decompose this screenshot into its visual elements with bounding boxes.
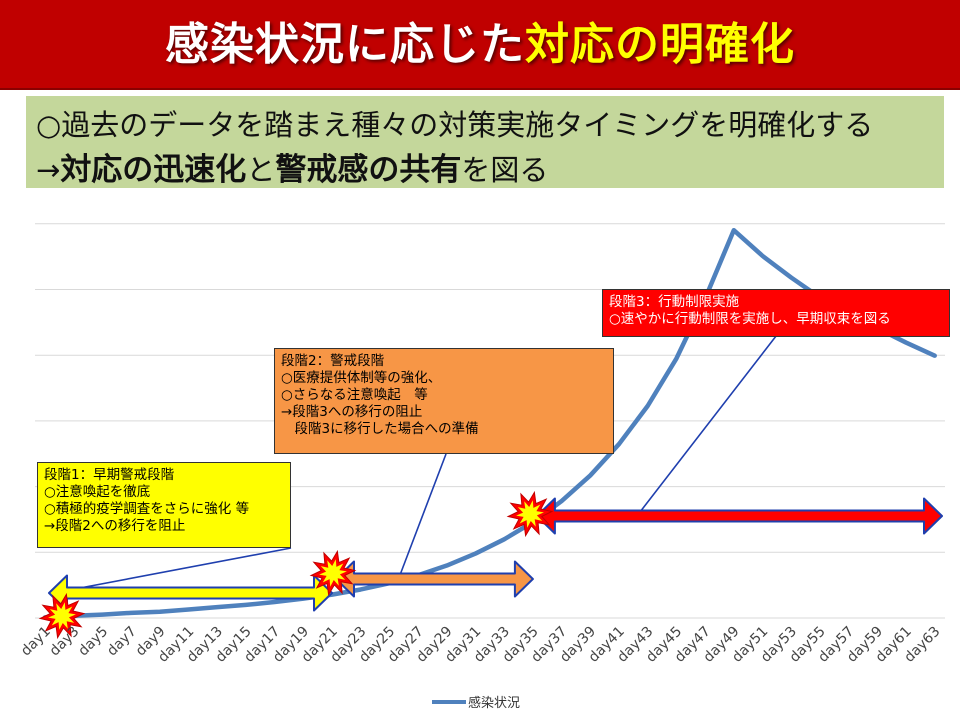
connector-line (79, 547, 292, 589)
summary-line2: →対応の迅速化と警戒感の共有を図る (36, 144, 548, 189)
series-line (42, 227, 937, 620)
burst-core-icon (516, 500, 544, 528)
x-axis-ticks: day1day3day5day7day9day11day13day15day17… (18, 624, 944, 666)
summary-line1: ○過去のデータを踏まえ種々の対策実施タイミングを明確化する (36, 108, 874, 142)
burst-markers (38, 490, 554, 640)
summary-bold-share: 警戒感の共有 (275, 152, 462, 188)
summary-arrow: → (36, 153, 61, 187)
stage2-annotation: 段階2：警戒段階 ○医療提供体制等の強化、 ○さらなる注意喚起 等 →段階3への… (274, 348, 614, 454)
stage1-arrow (48, 574, 333, 612)
series-layer (42, 227, 937, 620)
stage-arrows (48, 497, 943, 612)
title-bar: 感染状況に応じた対応の明確化 (0, 0, 960, 90)
stage3-annotation: 段階3：行動制限実施 ○速やかに行動制限を実施し、早期収束を図る (602, 289, 950, 337)
x-tick-label: day3 (47, 624, 83, 660)
connector-line (639, 317, 791, 513)
summary-mid: と (246, 153, 276, 187)
burst-core-icon (319, 559, 347, 587)
legend-swatch (432, 699, 466, 704)
connector-line (399, 453, 447, 576)
x-tick-label: day5 (75, 624, 111, 660)
stage1-line: 段階1：早期警戒段階 (44, 467, 175, 483)
stage2-line: ○医療提供体制等の強化、 (281, 370, 442, 386)
title-part1: 感染状況に応じた (165, 19, 525, 70)
summary-suffix: を図る (461, 153, 549, 187)
stage3-arrow (535, 497, 943, 535)
x-tick-label: day7 (104, 624, 140, 660)
stage3-line: 段階3：行動制限実施 (609, 294, 740, 310)
connector-lines (79, 317, 791, 589)
stage2-line: 段階2：警戒段階 (281, 353, 385, 369)
legend-label: 感染状況 (468, 696, 521, 711)
page-title: 感染状況に応じた対応の明確化 (0, 8, 960, 72)
stage2-line: →段階3への移行の阻止 (281, 404, 423, 420)
stage3-line: ○速やかに行動制限を実施し、早期収束を図る (609, 311, 891, 327)
summary-bold-speed: 対応の迅速化 (60, 152, 247, 188)
stage1-line: ○注意喚起を徹底 (44, 484, 151, 500)
stage1-line: →段階2への移行を阻止 (44, 518, 186, 534)
stage2-line: ○さらなる注意喚起 等 (281, 387, 428, 403)
stage1-line: ○積極的疫学調査をさらに強化 等 (44, 501, 250, 517)
stage1-annotation: 段階1：早期警戒段階 ○注意喚起を徹底 ○積極的疫学調査をさらに強化 等 →段階… (37, 462, 291, 548)
stage2-arrow (335, 560, 534, 598)
chart-legend: 感染状況 (432, 692, 520, 711)
summary-box: ○過去のデータを踏まえ種々の対策実施タイミングを明確化する →対応の迅速化と警戒… (26, 96, 944, 188)
stage2-line: 段階3に移行した場合への準備 (281, 421, 479, 437)
title-part2: 対応の明確化 (525, 19, 795, 70)
burst-core-icon (48, 602, 76, 630)
